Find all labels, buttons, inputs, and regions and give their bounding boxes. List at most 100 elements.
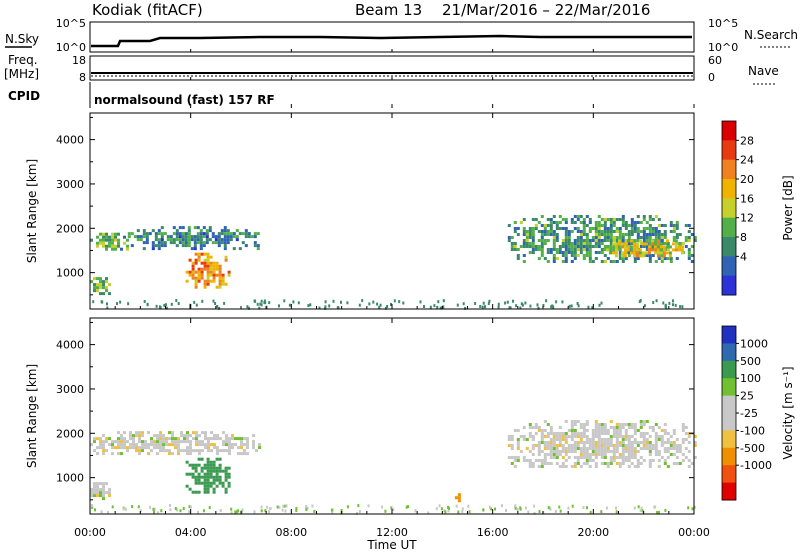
power-cell bbox=[169, 238, 173, 242]
power-cell bbox=[154, 235, 158, 239]
velocity-cell bbox=[564, 447, 568, 450]
power-cell bbox=[154, 244, 158, 248]
velocity-cell bbox=[627, 453, 631, 456]
velocity-cell bbox=[206, 487, 210, 491]
velocity-cell bbox=[579, 423, 583, 426]
velocity-scatter-cell bbox=[346, 505, 349, 509]
power-cell bbox=[647, 245, 651, 249]
power-cell bbox=[582, 242, 586, 245]
power-cell bbox=[645, 254, 649, 257]
power-cell bbox=[597, 239, 601, 242]
power-cell bbox=[638, 254, 642, 258]
velocity-cell bbox=[633, 438, 637, 441]
velocity-cell bbox=[215, 469, 219, 473]
velocity-cell bbox=[216, 446, 219, 450]
power-cell bbox=[632, 245, 636, 249]
power-cell bbox=[209, 264, 213, 268]
velocity-scatter-cell bbox=[582, 506, 585, 509]
power-cell bbox=[525, 233, 529, 236]
power-cell bbox=[130, 232, 134, 236]
velocity-scatter-cell bbox=[693, 505, 696, 509]
power-cell bbox=[142, 235, 146, 239]
power-scatter-cell bbox=[297, 301, 300, 305]
velocity-cell bbox=[99, 491, 102, 495]
power-scatter-cell bbox=[283, 299, 286, 303]
power-cell bbox=[629, 239, 633, 243]
power-cell bbox=[656, 239, 660, 243]
power-cell bbox=[537, 245, 541, 248]
power-scatter-cell bbox=[591, 306, 594, 310]
power-cell bbox=[555, 233, 559, 236]
power-cell bbox=[627, 251, 631, 254]
velocity-scatter-cell bbox=[514, 504, 517, 508]
power-cell bbox=[235, 229, 239, 233]
power-cell bbox=[573, 254, 577, 257]
velocity-cell bbox=[585, 438, 589, 441]
power-cell bbox=[191, 267, 195, 271]
power-cell bbox=[522, 254, 526, 257]
power-cell bbox=[597, 251, 601, 254]
velocity-scatter-cell bbox=[169, 504, 171, 507]
velocity-cell bbox=[621, 456, 625, 459]
power-cell bbox=[588, 227, 592, 230]
power-cell bbox=[606, 257, 610, 260]
velocity-cell bbox=[189, 440, 192, 444]
power-cell bbox=[653, 245, 657, 249]
power-cell bbox=[579, 239, 583, 242]
power-scatter-cell bbox=[497, 305, 500, 309]
power-cell bbox=[102, 235, 105, 239]
velocity-cell bbox=[144, 440, 147, 444]
velocity-cell bbox=[246, 443, 249, 447]
velocity-scatter-cell bbox=[488, 505, 491, 509]
velocity-cell bbox=[645, 432, 649, 435]
velocity-cell bbox=[141, 443, 144, 447]
velocity-cell bbox=[224, 487, 228, 491]
power-cell bbox=[199, 247, 203, 251]
velocity-cell bbox=[612, 429, 616, 432]
power-cell bbox=[623, 242, 627, 246]
power-scatter-cell bbox=[512, 299, 514, 303]
power-cell bbox=[215, 261, 219, 265]
nsearch-tick-bottom: 10^0 bbox=[708, 41, 738, 54]
velocity-cell bbox=[192, 437, 195, 441]
velocity-cell bbox=[546, 435, 550, 438]
velocity-scatter-cell bbox=[567, 506, 570, 510]
power-cell bbox=[621, 257, 625, 260]
velocity-cell bbox=[102, 443, 105, 447]
velocity-colorbar-segment bbox=[722, 395, 736, 414]
velocity-cell bbox=[225, 437, 228, 441]
power-cell bbox=[635, 254, 639, 258]
power-cell bbox=[605, 245, 609, 249]
velocity-cell bbox=[237, 446, 240, 450]
power-cell bbox=[169, 241, 173, 245]
velocity-cell bbox=[194, 469, 198, 473]
power-cell bbox=[635, 248, 639, 252]
power-scatter-cell bbox=[474, 302, 477, 305]
power-cell bbox=[657, 230, 661, 233]
power-cell bbox=[549, 224, 553, 227]
velocity-cell bbox=[585, 435, 589, 438]
velocity-cell bbox=[90, 494, 93, 498]
power-cell bbox=[546, 233, 550, 236]
power-cell bbox=[603, 236, 607, 239]
power-cell bbox=[660, 239, 664, 242]
velocity-cell bbox=[534, 426, 538, 429]
power-cell bbox=[597, 224, 601, 227]
power-cell bbox=[123, 235, 126, 239]
velocity-cell bbox=[194, 466, 198, 470]
power-cell bbox=[588, 230, 592, 233]
power-cell bbox=[105, 286, 108, 290]
power-cell bbox=[178, 235, 182, 239]
velocity-cell bbox=[510, 438, 514, 441]
velocity-cell bbox=[606, 450, 610, 453]
power-cell bbox=[609, 230, 613, 233]
velocity-cell bbox=[510, 435, 514, 438]
velocity-cell bbox=[218, 457, 222, 461]
power-scatter-cell bbox=[419, 300, 422, 304]
velocity-scatter-cell bbox=[188, 505, 191, 509]
velocity-scatter-cell bbox=[392, 508, 395, 511]
power-cell bbox=[672, 236, 676, 239]
power-scatter-cell bbox=[155, 304, 158, 308]
power-cell bbox=[543, 242, 547, 245]
velocity-cell bbox=[528, 426, 532, 429]
